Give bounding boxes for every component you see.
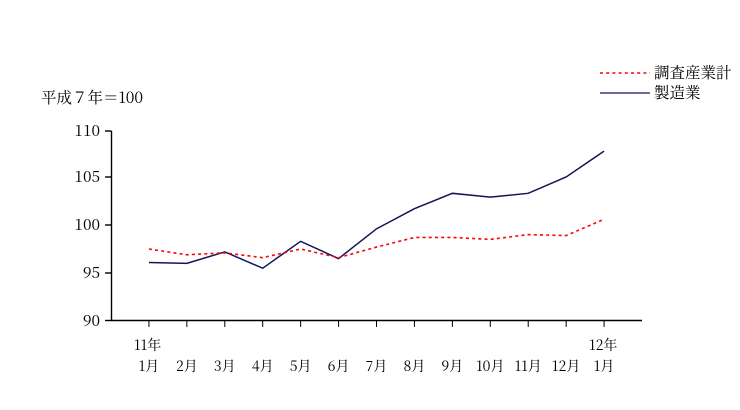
svg-text:105: 105 [74, 165, 100, 187]
svg-text:1月: 1月 [594, 356, 615, 376]
svg-text:1月: 1月 [139, 356, 160, 376]
svg-text:95: 95 [83, 261, 100, 283]
svg-text:5月: 5月 [290, 356, 312, 376]
svg-text:100: 100 [74, 213, 100, 235]
svg-text:9月: 9月 [441, 356, 463, 376]
svg-text:12年: 12年 [589, 335, 617, 355]
svg-text:3月: 3月 [214, 356, 236, 376]
svg-text:8月: 8月 [404, 356, 426, 376]
svg-text:11年: 11年 [134, 335, 161, 355]
svg-text:6月: 6月 [328, 356, 350, 376]
svg-text:11月: 11月 [515, 356, 542, 376]
svg-text:4月: 4月 [252, 356, 274, 376]
svg-text:7月: 7月 [366, 356, 388, 376]
svg-text:平成７年＝100: 平成７年＝100 [41, 86, 143, 108]
svg-text:12月: 12月 [552, 356, 580, 376]
svg-text:製造業: 製造業 [654, 81, 701, 103]
svg-text:110: 110 [74, 119, 100, 141]
svg-text:90: 90 [83, 309, 100, 331]
svg-text:2月: 2月 [176, 356, 198, 376]
svg-text:調査産業計: 調査産業計 [654, 61, 732, 83]
svg-text:10月: 10月 [476, 356, 504, 376]
